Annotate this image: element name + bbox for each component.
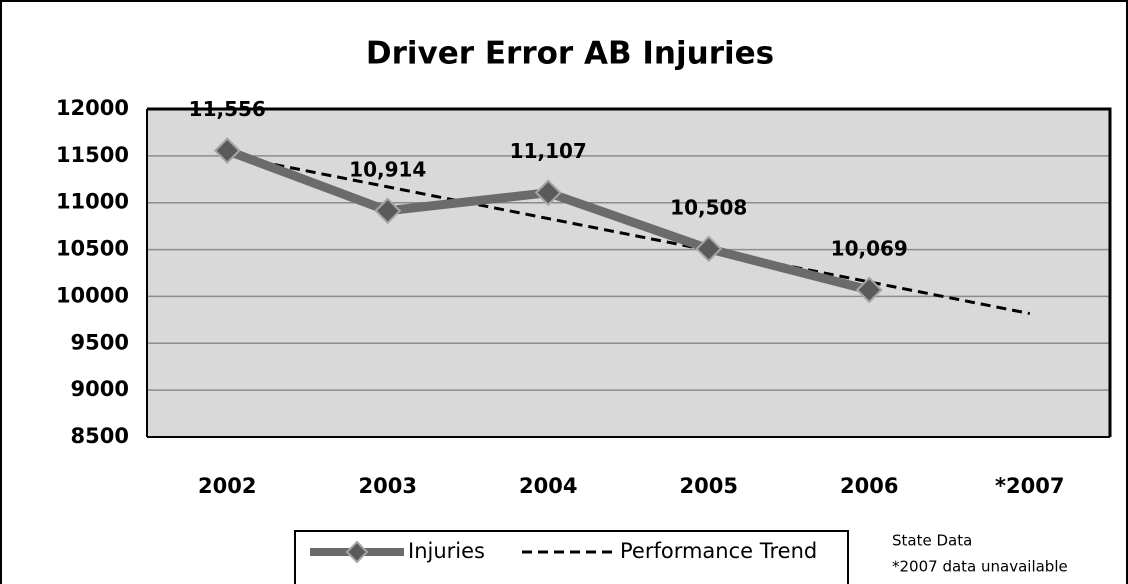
- note: State Data: [892, 532, 972, 550]
- y-tick-label: 11000: [56, 190, 129, 214]
- y-tick-label: 9000: [71, 377, 129, 401]
- data-label: 11,107: [510, 139, 587, 163]
- data-label: 10,069: [831, 236, 908, 260]
- marker: [695, 235, 723, 263]
- y-tick-label: 10500: [56, 237, 129, 261]
- data-label: 10,508: [670, 195, 747, 219]
- y-tick-label: 9500: [71, 330, 129, 354]
- marker: [213, 137, 241, 165]
- x-tick-label: *2007: [995, 474, 1064, 498]
- chart-title: Driver Error AB Injuries: [366, 36, 774, 72]
- series-line: [226, 153, 1031, 316]
- x-tick-label: 2003: [359, 474, 417, 498]
- legend-marker: [345, 540, 369, 564]
- x-tick-label: 2004: [519, 474, 577, 498]
- x-tick-label: 2005: [680, 474, 738, 498]
- marker: [534, 179, 562, 207]
- legend-label: Injuries: [408, 539, 485, 563]
- plot-frame: [147, 107, 1112, 437]
- marker: [855, 276, 883, 304]
- plot-area: [147, 109, 1110, 437]
- x-tick-label: 2002: [198, 474, 256, 498]
- note: *2007 data unavailable: [892, 558, 1068, 576]
- y-tick-label: 8500: [71, 424, 129, 448]
- marker: [374, 197, 402, 225]
- y-tick-label: 10000: [56, 283, 129, 307]
- data-label: 11,556: [189, 97, 266, 121]
- legend-box: [294, 530, 849, 584]
- y-tick-label: 12000: [56, 96, 129, 120]
- x-tick-label: 2006: [840, 474, 898, 498]
- y-tick-label: 11500: [56, 143, 129, 167]
- legend-label: Performance Trend: [620, 539, 817, 563]
- data-label: 10,914: [349, 157, 426, 181]
